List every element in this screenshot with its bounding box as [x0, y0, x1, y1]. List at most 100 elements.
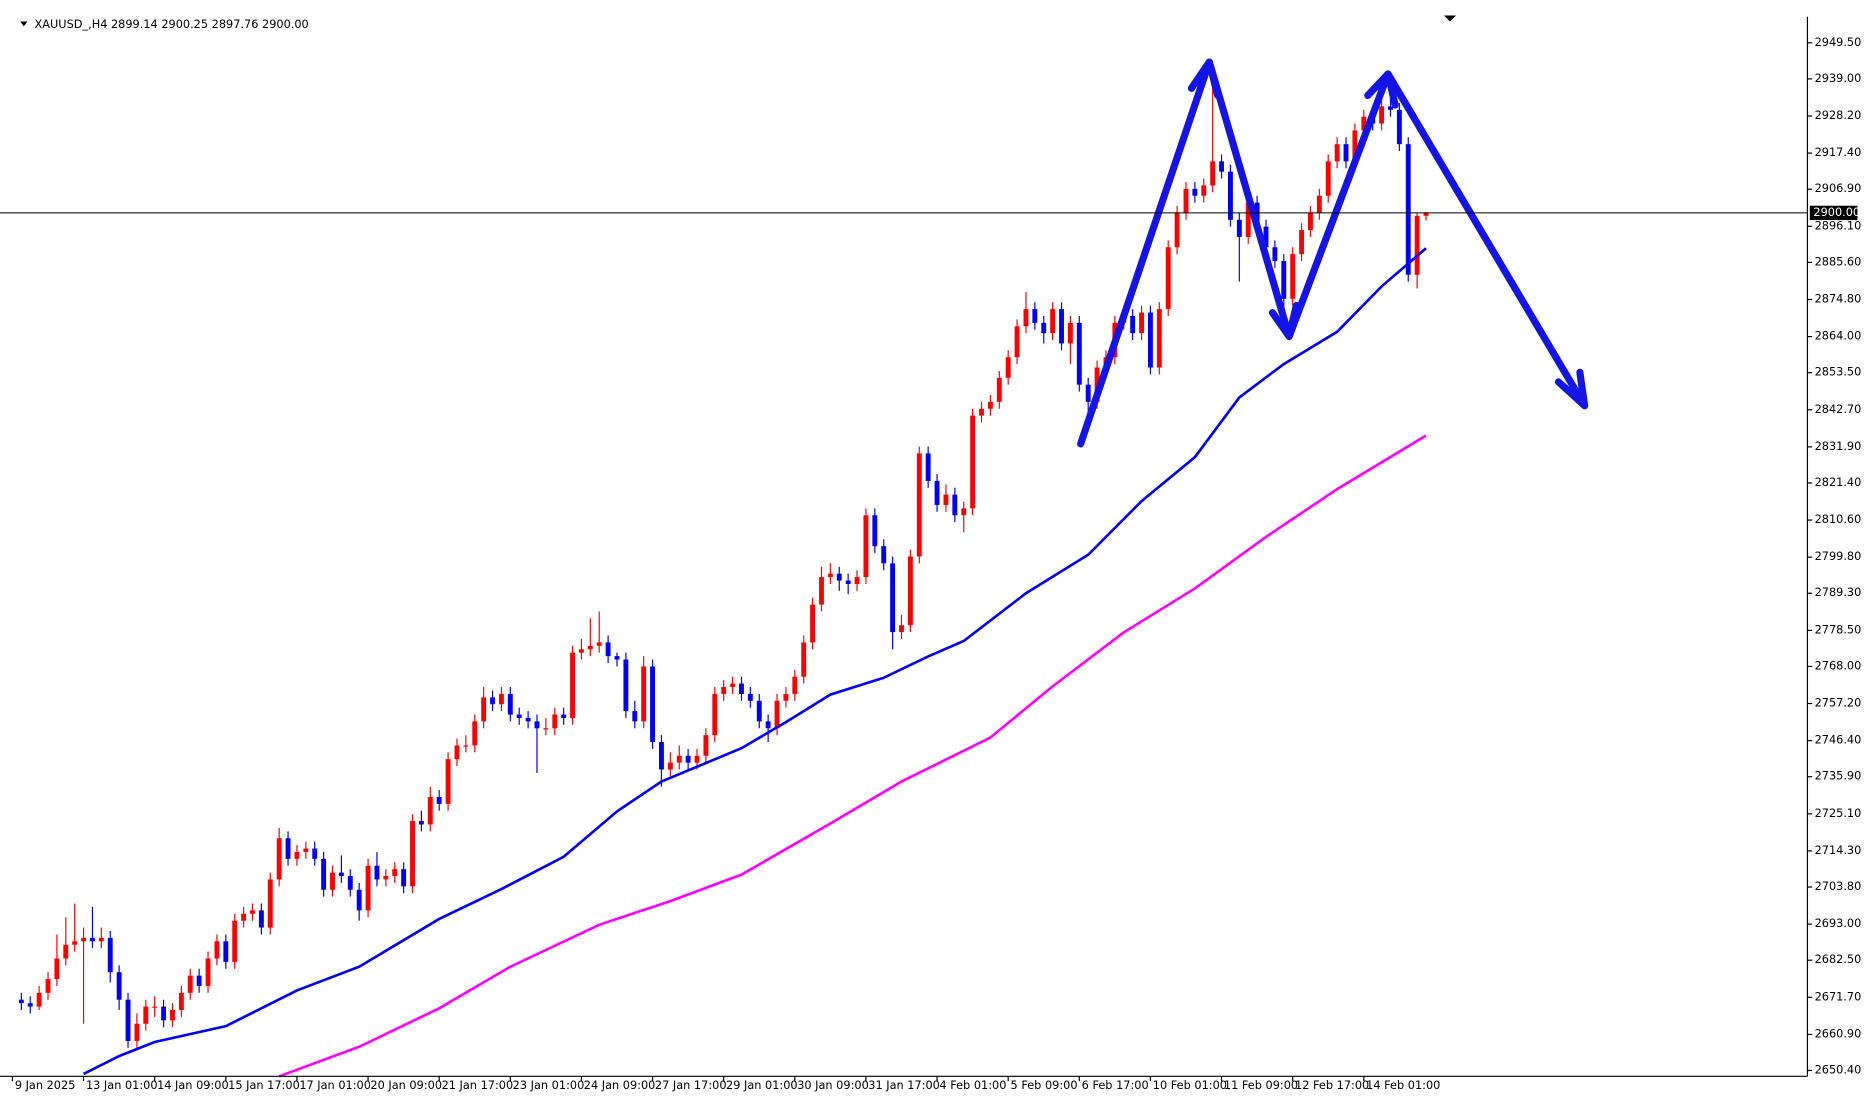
candle-body: [1076, 322, 1082, 385]
candle-body: [152, 1006, 158, 1008]
x-tick-label: 4 Feb 01:00: [939, 1078, 1006, 1092]
candle-body: [1192, 188, 1198, 196]
candle-body: [125, 999, 131, 1041]
candle-body: [1361, 116, 1367, 131]
candle-body: [1325, 161, 1331, 196]
x-tick-label: 20 Jan 09:00: [370, 1078, 442, 1092]
x-tick-label: 14 Jan 09:00: [157, 1078, 229, 1092]
candle-body: [605, 642, 611, 657]
candle-body: [952, 494, 958, 516]
candle-body: [374, 865, 380, 880]
candle-body: [1334, 144, 1340, 162]
y-tick-label: 2928.20: [1815, 108, 1862, 122]
candle-body: [641, 666, 647, 722]
candle-body: [1308, 212, 1313, 231]
candle-body: [863, 515, 869, 578]
candle-body: [36, 992, 42, 1007]
candle-body: [178, 992, 184, 1011]
candle-body: [232, 920, 238, 962]
candle-body: [747, 693, 753, 701]
x-tick-label: 12 Feb 17:00: [1295, 1078, 1369, 1092]
candle-body: [1201, 185, 1207, 196]
candle-body: [116, 972, 122, 1000]
candle-body: [1281, 260, 1287, 299]
candle-body: [330, 872, 335, 890]
candle-body: [703, 735, 709, 756]
arrow-head: [1187, 58, 1222, 100]
candle-body: [756, 700, 762, 722]
y-tick-label: 2810.60: [1815, 512, 1862, 526]
candle-body: [472, 721, 478, 746]
y-tick-label: 2842.70: [1815, 402, 1862, 416]
shift-marker: [1444, 15, 1456, 22]
candle-body: [392, 869, 398, 877]
arrow-head: [1268, 301, 1300, 341]
x-tick-label: 21 Jan 17:00: [442, 1078, 514, 1092]
candle-body: [267, 879, 273, 928]
candle-body: [481, 697, 487, 722]
y-tick-label: 2821.40: [1815, 475, 1862, 489]
candle-body: [614, 656, 620, 660]
y-tick-label: 2746.40: [1815, 733, 1862, 747]
candle-body: [934, 480, 940, 505]
y-tick-label: 2885.60: [1815, 254, 1862, 268]
candle-body: [774, 700, 780, 729]
x-tick-label: 29 Jan 01:00: [726, 1078, 798, 1092]
candle-body: [134, 1023, 140, 1041]
candle-body: [516, 714, 522, 718]
candle-body: [1396, 109, 1402, 145]
candle-body: [454, 745, 460, 760]
candle-body: [694, 755, 700, 763]
candle-body: [827, 573, 833, 578]
y-tick-label: 2735.90: [1815, 769, 1862, 783]
candle-body: [1219, 161, 1224, 172]
candle-body: [507, 693, 513, 715]
candle-body: [525, 717, 531, 722]
candle-body: [1299, 230, 1305, 255]
y-tick-label: 2703.80: [1815, 879, 1862, 893]
candle-body: [845, 580, 851, 584]
candle-body: [187, 975, 193, 993]
y-tick-label: 2768.00: [1815, 658, 1862, 672]
candle-body: [436, 796, 442, 804]
candle-body: [347, 876, 353, 890]
x-tick-label: 13 Jan 01:00: [86, 1078, 158, 1092]
candle-body: [1041, 322, 1047, 334]
candle-body: [739, 683, 744, 694]
candle-body: [623, 659, 629, 712]
y-tick-label: 2789.30: [1815, 585, 1862, 599]
candle-body: [365, 865, 371, 911]
candle-body: [783, 693, 789, 701]
candle-body: [1183, 188, 1189, 213]
y-tick-label: 2831.90: [1815, 439, 1862, 453]
candle-body: [810, 604, 816, 643]
candle-body: [143, 1006, 149, 1024]
candle-body: [294, 851, 300, 859]
x-tick-label: 11 Feb 09:00: [1224, 1078, 1298, 1092]
candle-body: [81, 937, 87, 942]
candle-body: [730, 683, 736, 688]
candle-body: [170, 1010, 175, 1021]
moving-average: [82, 247, 1427, 1076]
candle-body: [881, 546, 887, 564]
candle-body: [1032, 309, 1038, 323]
y-tick-label: 2778.50: [1815, 622, 1862, 636]
candle-body: [1085, 384, 1091, 402]
price-label-box: [1809, 205, 1858, 221]
candle-body: [1343, 144, 1349, 162]
collapse-toggle[interactable]: [20, 21, 28, 27]
moving-average: [278, 434, 1427, 1078]
candle-body: [490, 697, 495, 705]
candle-body: [1414, 215, 1420, 275]
candle-body: [312, 848, 318, 859]
candle-body: [659, 742, 664, 770]
y-tick-label: 2799.80: [1815, 549, 1862, 563]
candle-body: [979, 408, 984, 416]
candle-body: [196, 975, 202, 986]
y-tick-label: 2693.00: [1815, 916, 1862, 930]
candle-body: [321, 858, 327, 890]
candle-body: [1227, 171, 1233, 220]
